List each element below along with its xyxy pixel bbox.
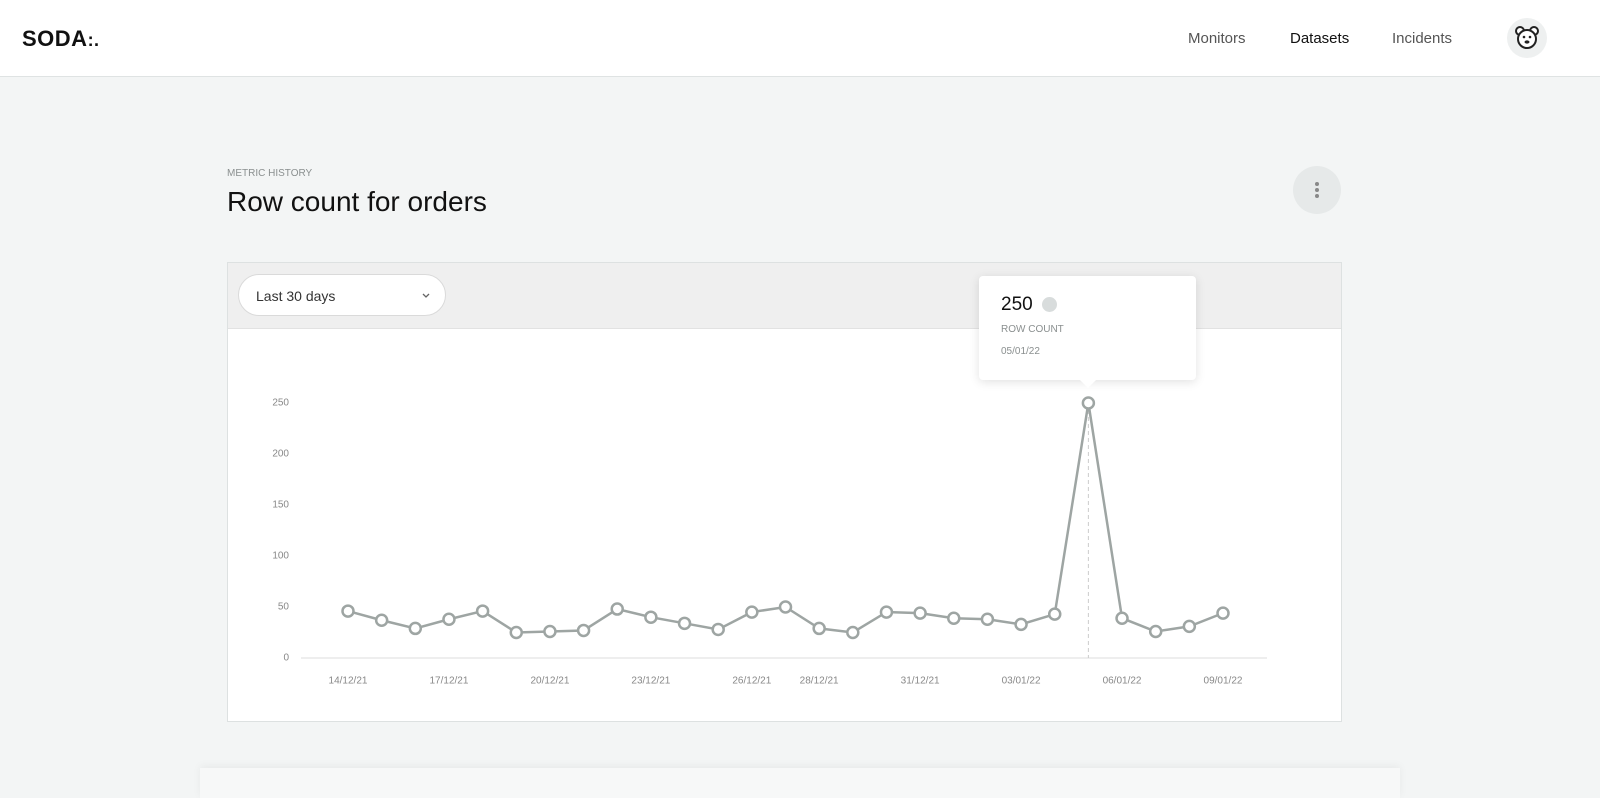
more-button[interactable] bbox=[1293, 166, 1341, 214]
point bbox=[1047, 607, 1062, 621]
header: SODA Monitors Datasets Incidents bbox=[0, 0, 1600, 77]
point bbox=[980, 612, 995, 626]
chevron bbox=[422, 293, 430, 298]
point bbox=[947, 611, 961, 625]
point bbox=[341, 604, 355, 618]
series-line bbox=[347, 402, 1224, 634]
point bbox=[846, 625, 860, 640]
y-tick-label: 150 bbox=[272, 500, 289, 511]
point bbox=[408, 621, 423, 636]
tooltip-label: ROW COUNT bbox=[1001, 324, 1064, 335]
page-title: Row count for orders bbox=[227, 186, 487, 217]
check-icon bbox=[1042, 297, 1057, 312]
point bbox=[509, 625, 524, 640]
point bbox=[1014, 617, 1028, 632]
point bbox=[543, 624, 557, 639]
point bbox=[879, 605, 894, 619]
chart: 0 50 100 150 200 250 14/12/21 17/12/21 20/12/21 2… bbox=[272, 396, 1267, 687]
x-tick-label: 31/12/21 bbox=[901, 676, 940, 687]
x-tick-label: 23/12/21 bbox=[631, 676, 670, 687]
x-tick-label: 28/12/21 bbox=[800, 676, 839, 687]
avatar-icon bbox=[1515, 26, 1539, 49]
next-card bbox=[200, 768, 1400, 798]
point bbox=[711, 622, 725, 637]
point bbox=[374, 613, 389, 628]
point bbox=[1182, 619, 1197, 634]
nav-link[interactable]: Incidents bbox=[1392, 30, 1453, 47]
tooltip-value: 250 bbox=[1001, 294, 1033, 315]
x-tick-label: 09/01/22 bbox=[1204, 676, 1243, 687]
nav-link[interactable]: Monitors bbox=[1188, 30, 1246, 47]
range-label: Last 30 days bbox=[256, 288, 336, 304]
point bbox=[576, 623, 591, 638]
point bbox=[475, 604, 490, 618]
point bbox=[1216, 606, 1230, 620]
point bbox=[913, 606, 927, 620]
point bbox=[745, 605, 759, 619]
range-select[interactable]: Last 30 days bbox=[238, 274, 446, 316]
y-tick-label: 200 bbox=[272, 449, 289, 460]
point bbox=[812, 621, 826, 636]
point bbox=[644, 610, 658, 624]
point bbox=[1115, 611, 1129, 625]
y-tick-label: 250 bbox=[272, 398, 289, 409]
y-tick-label: 100 bbox=[272, 551, 289, 562]
y-tick-label: 50 bbox=[278, 602, 290, 613]
x-tick-label: 20/12/21 bbox=[530, 676, 569, 687]
x-tick-label: 06/01/22 bbox=[1103, 676, 1142, 687]
point bbox=[610, 602, 624, 616]
point bbox=[1081, 396, 1096, 410]
eyebrow: METRIC HISTORY bbox=[227, 168, 313, 179]
nav-link[interactable]: Datasets bbox=[1290, 30, 1350, 47]
y-tick-label: 0 bbox=[283, 653, 289, 664]
x-tick-label: 26/12/21 bbox=[732, 676, 771, 687]
tooltip: 250 ROW COUNT 05/01/22 bbox=[979, 276, 1196, 388]
avatar[interactable] bbox=[1507, 18, 1547, 58]
point bbox=[778, 600, 793, 614]
x-tick-label: 03/01/22 bbox=[1002, 676, 1041, 687]
x-tick-label: 17/12/21 bbox=[429, 676, 468, 687]
logo[interactable]: SODA bbox=[22, 26, 100, 52]
tooltip-date: 05/01/22 bbox=[1001, 346, 1040, 357]
point bbox=[677, 616, 692, 631]
point bbox=[442, 612, 456, 626]
x-tick-label: 14/12/21 bbox=[329, 676, 368, 687]
point bbox=[1148, 624, 1163, 639]
